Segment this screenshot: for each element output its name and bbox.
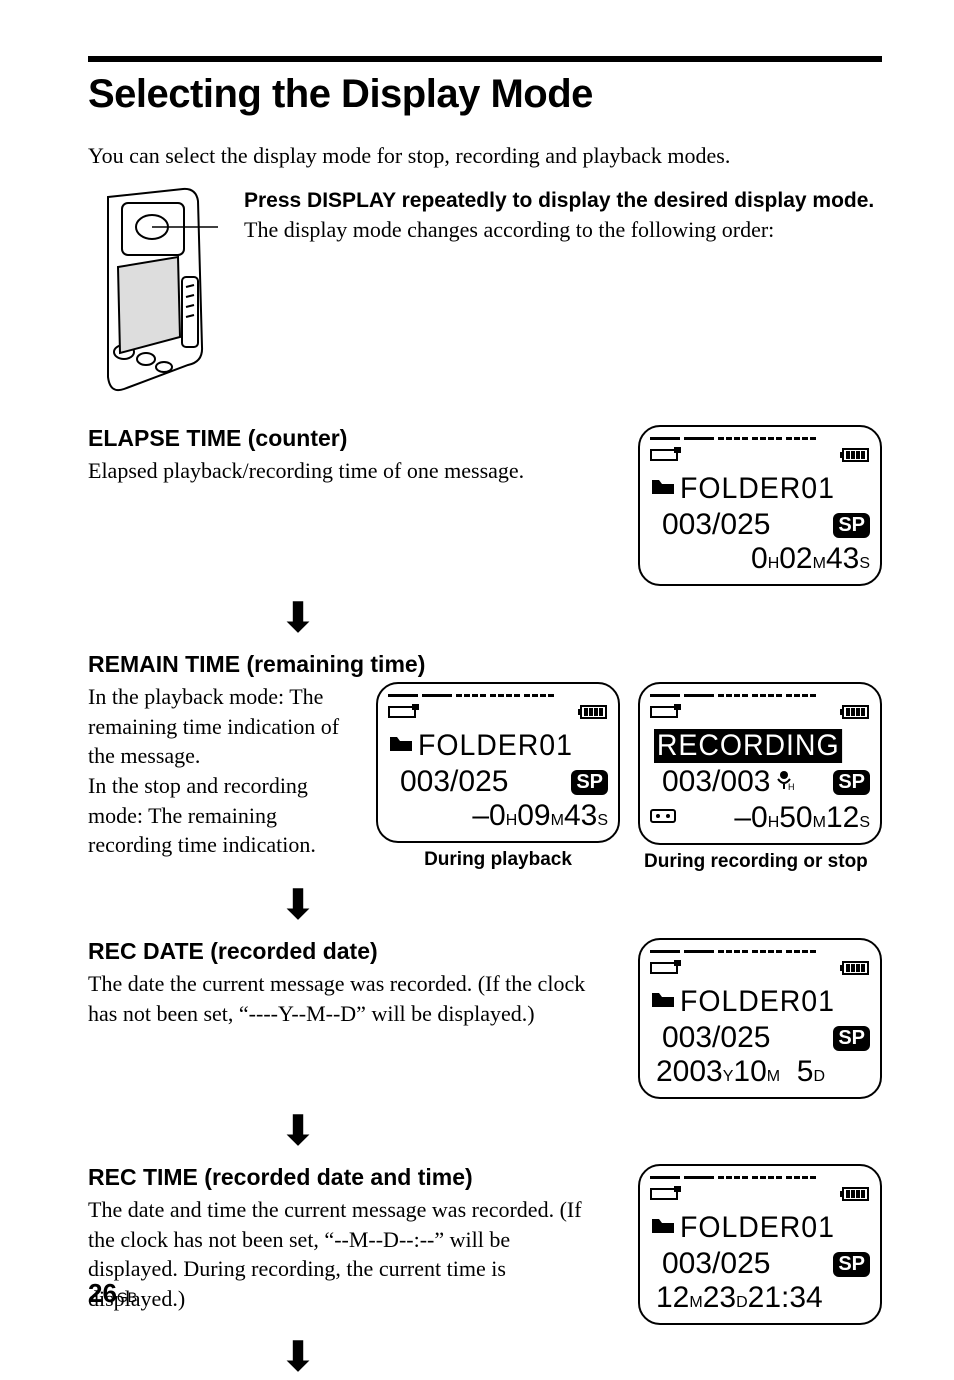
device-illustration	[88, 187, 218, 397]
battery-icon	[578, 704, 608, 725]
intro-text: You can select the display mode for stop…	[88, 143, 882, 169]
sp-badge: SP	[833, 1026, 870, 1051]
lcd-elapse: FOLDER01 003/025 SP 0H02M43S	[638, 425, 882, 586]
recdate-title: REC DATE (recorded date)	[88, 938, 588, 965]
lcd-recdate-value: 2003Y10M 5D	[656, 1055, 870, 1089]
memorystick-icon	[388, 704, 420, 725]
battery-icon	[840, 1186, 870, 1207]
lcd-rectime: FOLDER01 003/025 SP 12M23D21:34	[638, 1164, 882, 1325]
battery-icon	[840, 447, 870, 468]
memorystick-icon	[650, 960, 682, 981]
elapse-title: ELAPSE TIME (counter)	[88, 425, 588, 452]
down-arrow-icon: ⬇	[268, 1333, 328, 1380]
folder-icon	[388, 733, 414, 759]
svg-text:H: H	[788, 782, 794, 791]
lcd-counter: 003/025	[400, 765, 508, 799]
down-arrow-icon: ⬇	[268, 594, 328, 641]
remain-title: REMAIN TIME (remaining time)	[88, 651, 882, 678]
lcd-recdate: FOLDER01 003/025 SP 2003Y10M 5D	[638, 938, 882, 1099]
lcd-folder-label: FOLDER01	[680, 985, 835, 1019]
folder-icon	[650, 476, 676, 502]
down-arrow-icon: ⬇	[268, 881, 328, 928]
memorystick-icon	[650, 1186, 682, 1207]
lcd-rectime-value: 12M23D21:34	[656, 1281, 870, 1315]
lcd-counter: 003/025	[662, 1021, 770, 1055]
battery-icon	[840, 704, 870, 725]
instruction-lead: Press DISPLAY repeatedly to display the …	[244, 187, 874, 215]
lcd-folder-label: FOLDER01	[680, 1211, 835, 1245]
rectime-desc: The date and time the current message wa…	[88, 1195, 588, 1314]
page-number: 26GB	[88, 1278, 137, 1309]
lcd-counter: 003/025	[662, 508, 770, 542]
lcd-recording-label: RECORDING	[654, 729, 842, 763]
lcd-counter: 003/025	[662, 1247, 770, 1281]
lcd-remain-recording: RECORDING 003/003 H SP –0H50M12S	[638, 682, 882, 845]
caption-playback: During playback	[376, 849, 620, 871]
mic-icon: H	[774, 769, 794, 796]
folder-icon	[650, 1215, 676, 1241]
lcd-remain-playback: FOLDER01 003/025 SP –0H09M43S	[376, 682, 620, 843]
remain-desc: In the playback mode: The remaining time…	[88, 682, 358, 873]
lcd-elapse-time: 0H02M43S	[650, 542, 870, 576]
elapse-desc: Elapsed playback/recording time of one m…	[88, 456, 588, 486]
memorystick-icon	[650, 447, 682, 468]
lcd-remain-rec-time: –0H50M12S	[680, 801, 870, 835]
sp-badge: SP	[833, 1252, 870, 1277]
rectime-title: REC TIME (recorded date and time)	[88, 1164, 588, 1191]
lcd-folder-label: FOLDER01	[680, 472, 835, 506]
instruction-body: The display mode changes according to th…	[244, 215, 874, 245]
memorystick-icon	[650, 704, 682, 725]
lcd-remain-time: –0H09M43S	[388, 799, 608, 833]
lcd-folder-label: FOLDER01	[418, 729, 573, 763]
battery-icon	[840, 960, 870, 981]
sp-badge: SP	[571, 770, 608, 795]
page-title: Selecting the Display Mode	[88, 72, 882, 117]
sp-badge: SP	[833, 513, 870, 538]
caption-recording: During recording or stop	[638, 851, 882, 873]
folder-icon	[650, 989, 676, 1015]
recdate-desc: The date the current message was recorde…	[88, 969, 588, 1028]
title-rule	[88, 56, 882, 62]
tape-icon	[650, 808, 676, 829]
down-arrow-icon: ⬇	[268, 1107, 328, 1154]
sp-badge: SP	[833, 770, 870, 795]
lcd-counter: 003/003	[662, 765, 770, 799]
